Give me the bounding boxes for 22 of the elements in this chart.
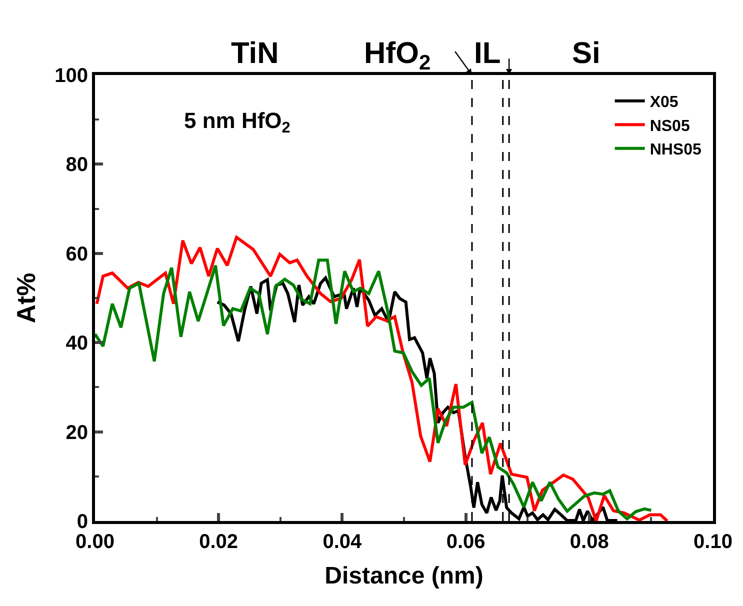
x-tick-label: 0.04 (322, 531, 363, 553)
x-tick-label: 0.10 (694, 531, 732, 553)
y-tick-label: 40 (66, 332, 88, 355)
text: Si (572, 37, 600, 70)
annotation: HfO$_{2}$ (364, 37, 431, 74)
x-tick-label: 0.00 (76, 531, 114, 553)
y-tick-label: 80 (66, 154, 88, 176)
y-tick-label: 60 (66, 243, 88, 266)
text: TiN (231, 37, 279, 70)
y-tick-label: 0 (76, 511, 88, 533)
annotation: 5 nm HfO$_{2}$ (184, 108, 290, 137)
y-axis-title: At% (11, 272, 42, 324)
x-tick-label: 0.02 (199, 531, 238, 553)
x-tick-label: 0.08 (570, 531, 609, 553)
legend-label: NHS05 (650, 142, 702, 159)
legend-label: NS05 (650, 118, 690, 135)
text: IL (474, 37, 501, 70)
legend-label: X05 (650, 94, 678, 112)
x-tick-label: 0.06 (446, 531, 486, 553)
x-axis-title: Distance (nm) (324, 562, 484, 590)
y-tick-label: 100 (54, 65, 88, 87)
y-tick-label: 20 (66, 422, 88, 444)
